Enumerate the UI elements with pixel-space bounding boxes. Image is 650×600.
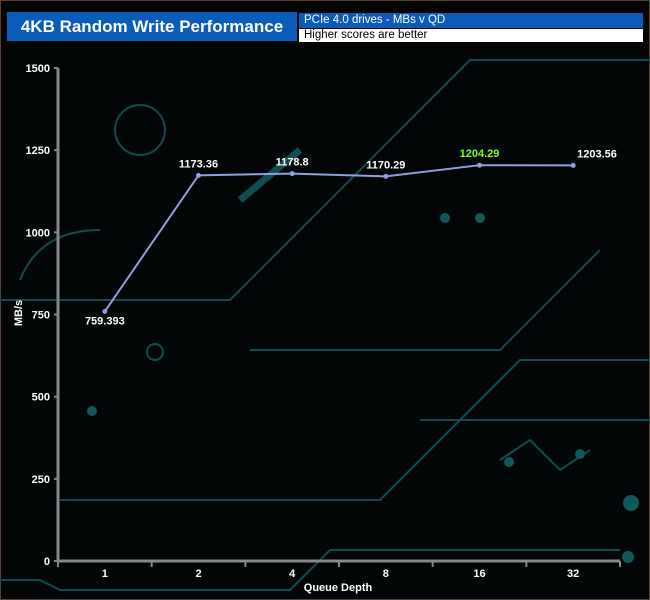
data-point: [289, 171, 295, 177]
data-point: [196, 172, 201, 178]
data-label: 1204.29: [460, 148, 500, 160]
circuit-background: [0, 59, 650, 591]
y-tick-label: 750: [32, 310, 50, 322]
data-label: 1170.29: [366, 159, 405, 171]
circuit-dots: [87, 213, 639, 563]
data-line: [104, 164, 574, 312]
x-axis-label: Queue Depth: [304, 582, 373, 594]
y-tick-label: 500: [32, 392, 50, 404]
data-label: 1178.8: [276, 157, 309, 169]
x-tick-label: 16: [473, 568, 485, 580]
x-tick-label: 8: [383, 568, 389, 580]
data-point: [383, 173, 389, 179]
y-tick-label: 1000: [26, 227, 50, 239]
y-axis-label: MB/s: [13, 300, 25, 326]
y-tick-label: 0: [44, 556, 50, 568]
chart-title: 4KB Random Write Performance: [7, 12, 297, 41]
data-label: 1203.56: [577, 148, 617, 160]
axes: 0 250 500 750 1000 1250 1500 1 2 4 8 16 32: [26, 63, 621, 580]
data-label: 1173.36: [179, 158, 218, 170]
data-label: 759.393: [85, 315, 125, 327]
y-tick-label: 1250: [26, 145, 50, 157]
series-line: 759.393 1173.36 1178.8 1170.29 1204.29 1203.5…: [85, 148, 617, 327]
chart-note: Higher scores are better: [299, 28, 643, 42]
data-point: [570, 162, 576, 168]
chart-subtitle: PCIe 4.0 drives - MBs v QD: [299, 13, 643, 28]
y-tick-label: 250: [32, 474, 50, 486]
x-tick-label: 1: [102, 568, 108, 580]
data-point: [102, 308, 108, 314]
x-tick-label: 32: [567, 568, 579, 580]
x-tick-label: 2: [195, 568, 201, 580]
y-tick-label: 1500: [26, 63, 50, 75]
x-tick-label: 4: [289, 568, 296, 580]
data-point: [477, 162, 482, 168]
subtitle-box: PCIe 4.0 drives - MBs v QD Higher scores…: [298, 12, 644, 43]
